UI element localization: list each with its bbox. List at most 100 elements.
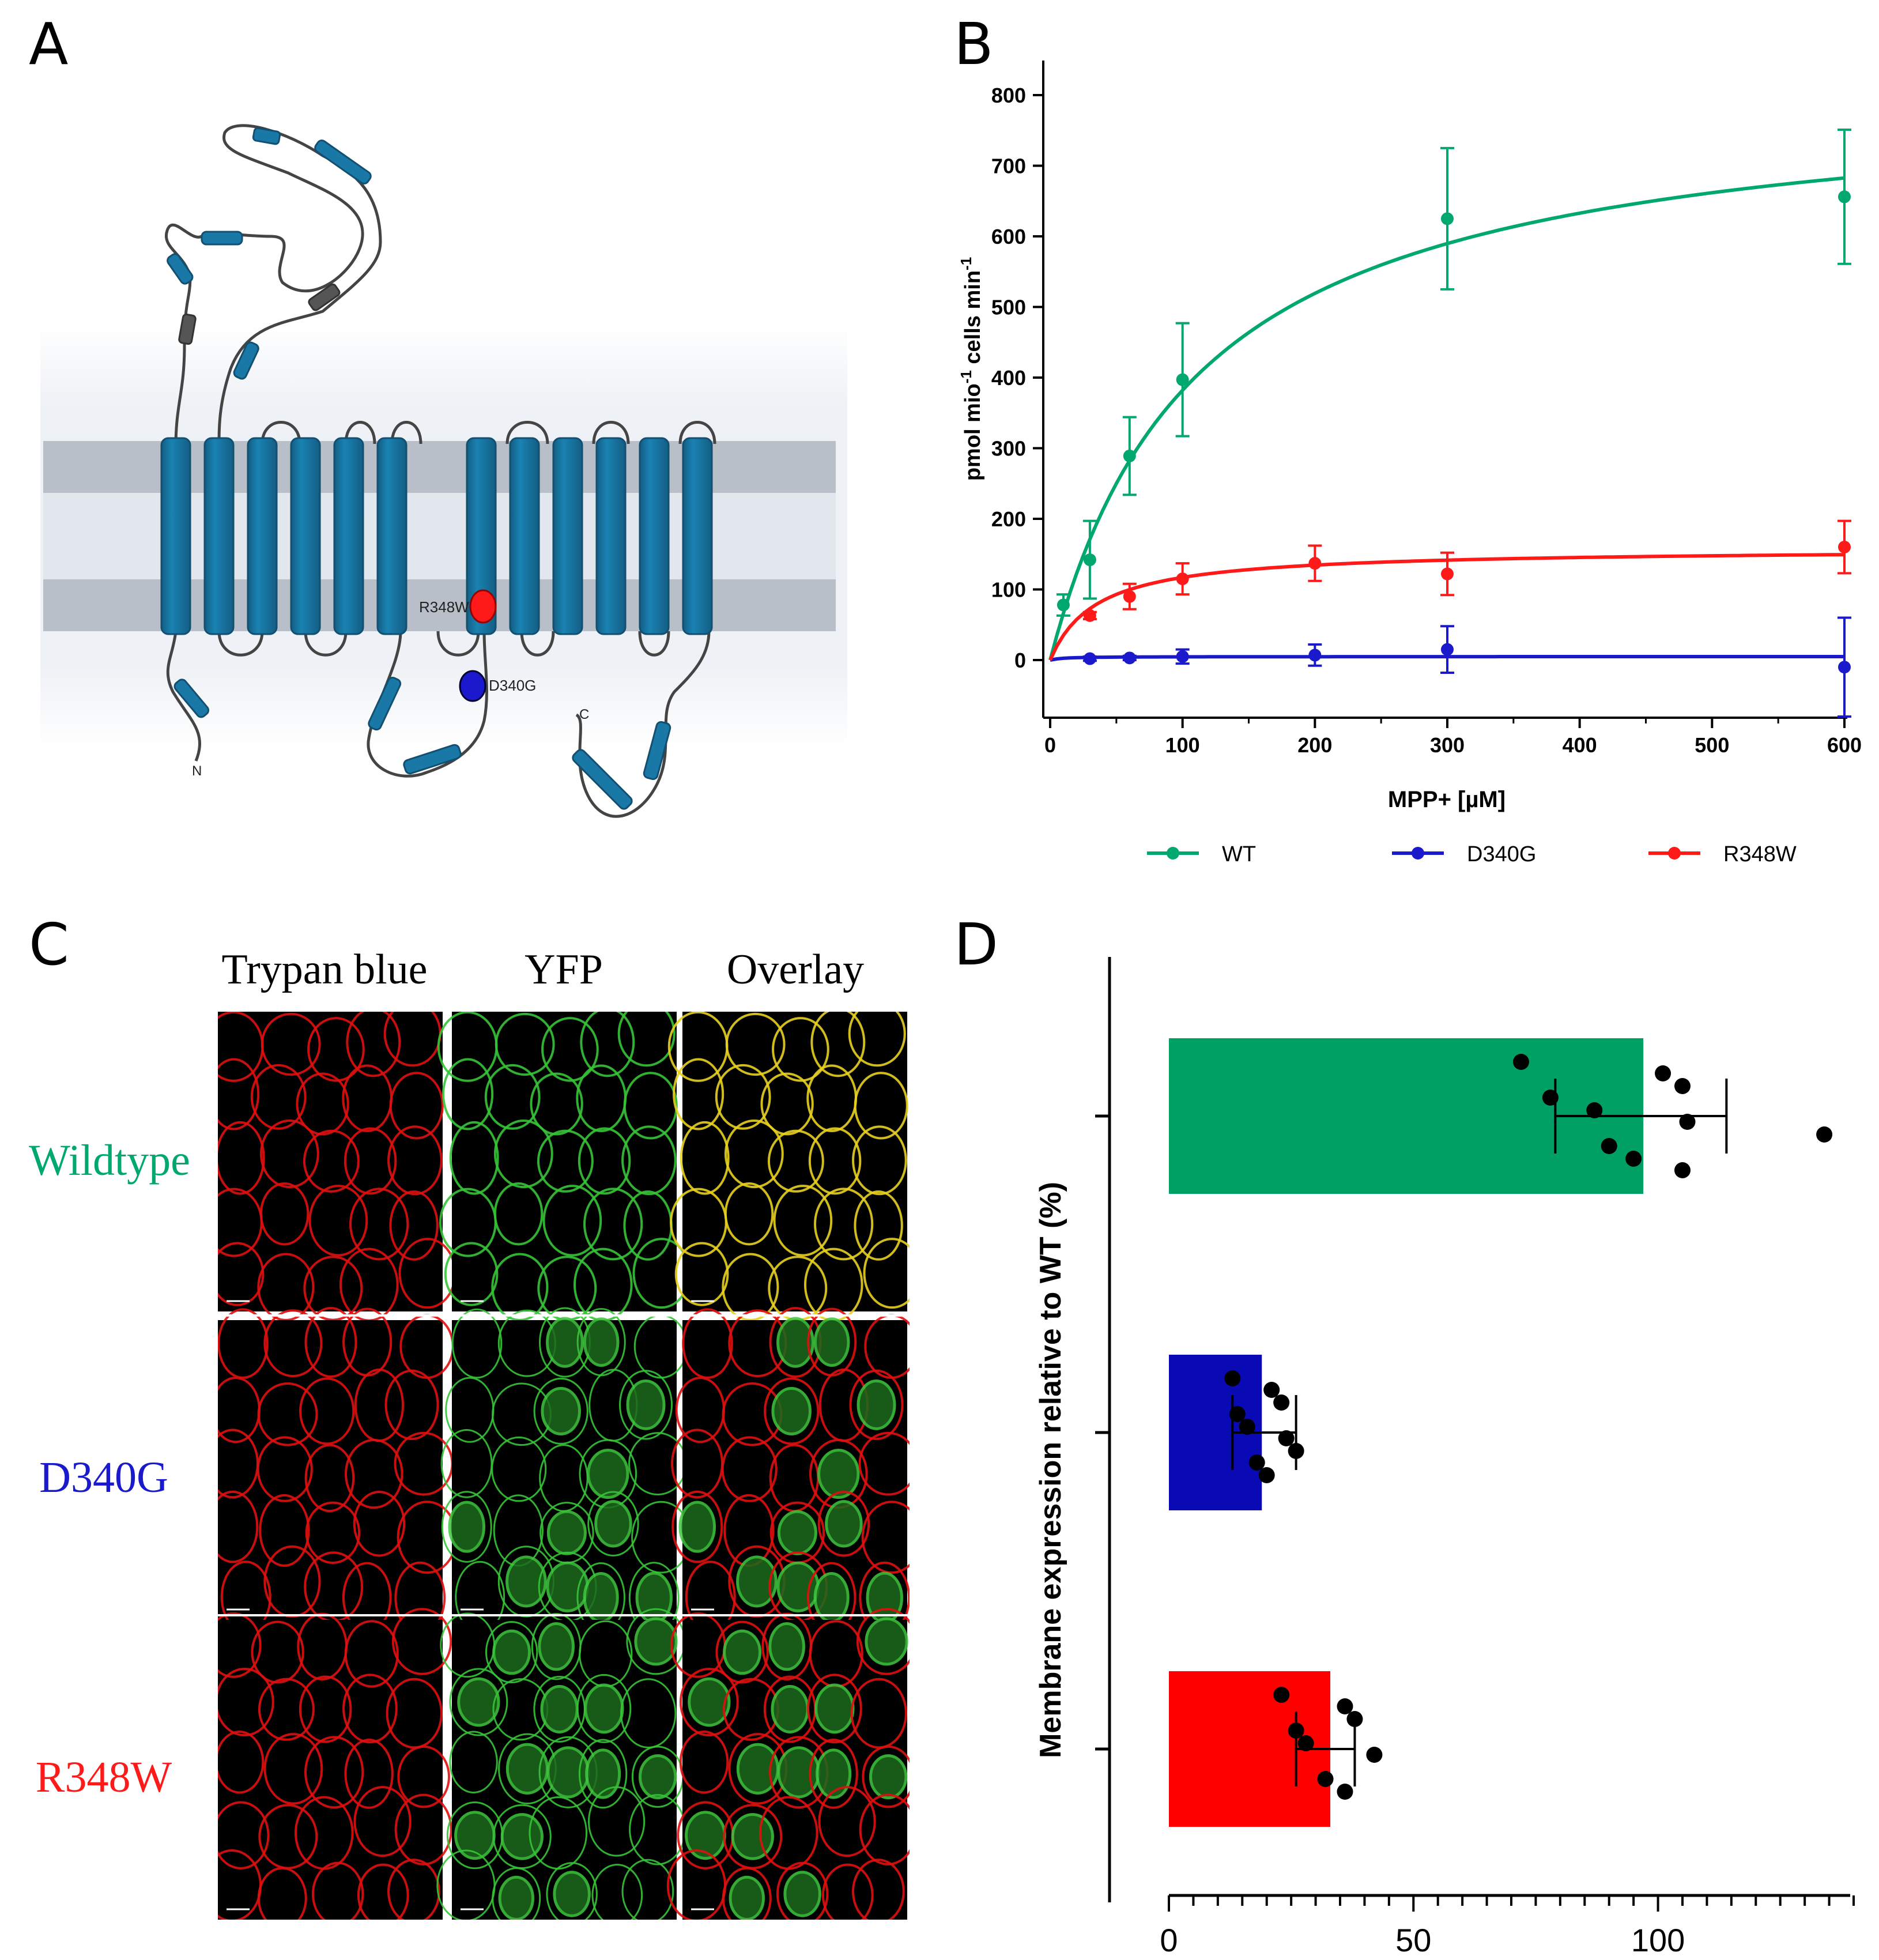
row-label-r348w: R348W xyxy=(35,1753,172,1801)
x-tick-label: 400 xyxy=(1563,733,1597,757)
data-point-r348w xyxy=(1123,590,1136,603)
x-tick-label: 0 xyxy=(1160,1922,1178,1958)
kinetics-chart: 0 100 200 300 400 500 600 700 800 0 100 200 300 400 50… xyxy=(957,61,1862,866)
micrograph-r348w-overlay xyxy=(666,1608,910,1920)
data-point-d340g xyxy=(1838,661,1851,674)
data-point-r348w xyxy=(1838,541,1851,553)
row-label-d340g: D340G xyxy=(39,1453,168,1502)
x-tick-label: 100 xyxy=(1631,1922,1685,1958)
x-tick-label: 200 xyxy=(1297,733,1332,757)
data-point-wt xyxy=(1176,373,1189,386)
row-label-wildtype: Wildtype xyxy=(29,1136,190,1185)
x-tick-label: 300 xyxy=(1430,733,1465,757)
y-tick-label: 500 xyxy=(991,296,1026,319)
y-tick-label: 100 xyxy=(991,578,1026,602)
n-terminal-tail xyxy=(166,631,201,762)
y-tick-label: 600 xyxy=(991,225,1026,248)
data-point-r348w xyxy=(1083,609,1096,622)
micrograph-r348w-yfp xyxy=(436,1608,686,1920)
micrograph-wildtype-trypan-blue xyxy=(218,1012,456,1322)
data-point-wt xyxy=(1083,553,1096,567)
data-point xyxy=(1288,1443,1304,1459)
y-tick-label: 200 xyxy=(991,507,1026,531)
panel-label-c: C xyxy=(29,911,69,978)
x-tick-label: 500 xyxy=(1695,733,1729,757)
legend-marker xyxy=(1167,847,1179,860)
y-tick-label: 700 xyxy=(991,154,1026,178)
x-tick-label: 600 xyxy=(1827,733,1862,757)
panel-label-d: D xyxy=(954,911,999,978)
data-point xyxy=(1816,1126,1833,1143)
mutation-r348w-label: R348W xyxy=(419,598,469,616)
data-point xyxy=(1288,1722,1304,1739)
y-axis-label: Membrane expression relative to WT (%) xyxy=(1034,1182,1067,1758)
data-point-d340g xyxy=(1176,650,1189,663)
data-point xyxy=(1542,1090,1559,1106)
data-point xyxy=(1337,1784,1353,1800)
y-tick-label: 0 xyxy=(1014,649,1026,672)
mutation-d340g-label: D340G xyxy=(489,677,536,694)
micrograph-r348w-trypan-blue xyxy=(218,1608,452,1920)
n-terminus-label: N xyxy=(192,763,202,779)
data-point-r348w xyxy=(1308,557,1322,570)
membrane-expression-chart: 0 50 100 Membrane expression relative to W… xyxy=(1034,957,1855,1958)
column-title-yfp: YFP xyxy=(525,946,603,993)
data-point xyxy=(1346,1711,1363,1727)
data-point-d340g xyxy=(1441,643,1454,656)
mutation-d340g-marker xyxy=(459,670,486,702)
micrograph-d340g-overlay xyxy=(671,1307,910,1634)
y-tick-label: 300 xyxy=(991,437,1026,461)
data-point xyxy=(1278,1430,1295,1446)
micrograph-wildtype-yfp xyxy=(437,1012,691,1322)
data-point xyxy=(1512,1054,1529,1070)
data-point-wt xyxy=(1057,598,1070,612)
data-point-d340g xyxy=(1123,651,1136,665)
data-point xyxy=(1655,1065,1672,1081)
column-title-overlay: Overlay xyxy=(726,946,865,993)
data-point xyxy=(1337,1698,1353,1714)
data-point xyxy=(1674,1162,1691,1178)
x-axis-label: MPP+ [µM] xyxy=(1388,787,1506,812)
legend-label-wt: WT xyxy=(1222,842,1256,866)
data-point xyxy=(1297,1735,1314,1751)
panel-label-a: A xyxy=(29,10,69,78)
column-title-trypan-blue: Trypan blue xyxy=(221,946,428,993)
microscopy-grid xyxy=(218,1012,910,1920)
data-point xyxy=(1224,1370,1241,1386)
micrograph-d340g-trypan-blue xyxy=(218,1307,458,1634)
data-point xyxy=(1263,1382,1280,1398)
x-tick-label: 0 xyxy=(1044,733,1056,757)
c-terminus-label: C xyxy=(579,707,589,722)
data-point xyxy=(1674,1078,1691,1094)
data-point xyxy=(1679,1114,1696,1130)
data-point-r348w xyxy=(1176,572,1189,586)
data-point xyxy=(1586,1102,1603,1118)
data-point xyxy=(1625,1151,1642,1167)
data-point xyxy=(1273,1394,1290,1411)
micrograph-d340g-yfp xyxy=(440,1307,692,1634)
data-point-wt xyxy=(1441,212,1454,225)
legend-marker xyxy=(1668,847,1681,860)
data-point-r348w xyxy=(1441,567,1454,581)
data-point-wt xyxy=(1838,190,1851,203)
data-point xyxy=(1273,1687,1290,1703)
data-point-wt xyxy=(1123,449,1136,462)
x-tick-label: 50 xyxy=(1395,1922,1431,1958)
data-point xyxy=(1317,1771,1334,1787)
data-point xyxy=(1239,1419,1255,1435)
data-point xyxy=(1366,1747,1383,1763)
transmembrane-helices xyxy=(160,437,713,635)
topology-diagram: R348W D340G N C xyxy=(40,124,847,818)
data-point xyxy=(1248,1454,1265,1471)
legend-label-d340g: D340G xyxy=(1467,842,1536,866)
data-point-d340g xyxy=(1308,649,1322,662)
mutation-r348w-marker xyxy=(469,589,497,624)
x-tick-label: 100 xyxy=(1165,733,1200,757)
data-point-d340g xyxy=(1083,652,1096,665)
y-tick-label: 800 xyxy=(991,84,1026,107)
panel-label-b: B xyxy=(954,10,994,78)
legend-label-r348w: R348W xyxy=(1723,842,1797,866)
legend-marker xyxy=(1412,847,1424,860)
data-point xyxy=(1229,1406,1246,1422)
data-point xyxy=(1258,1467,1275,1483)
